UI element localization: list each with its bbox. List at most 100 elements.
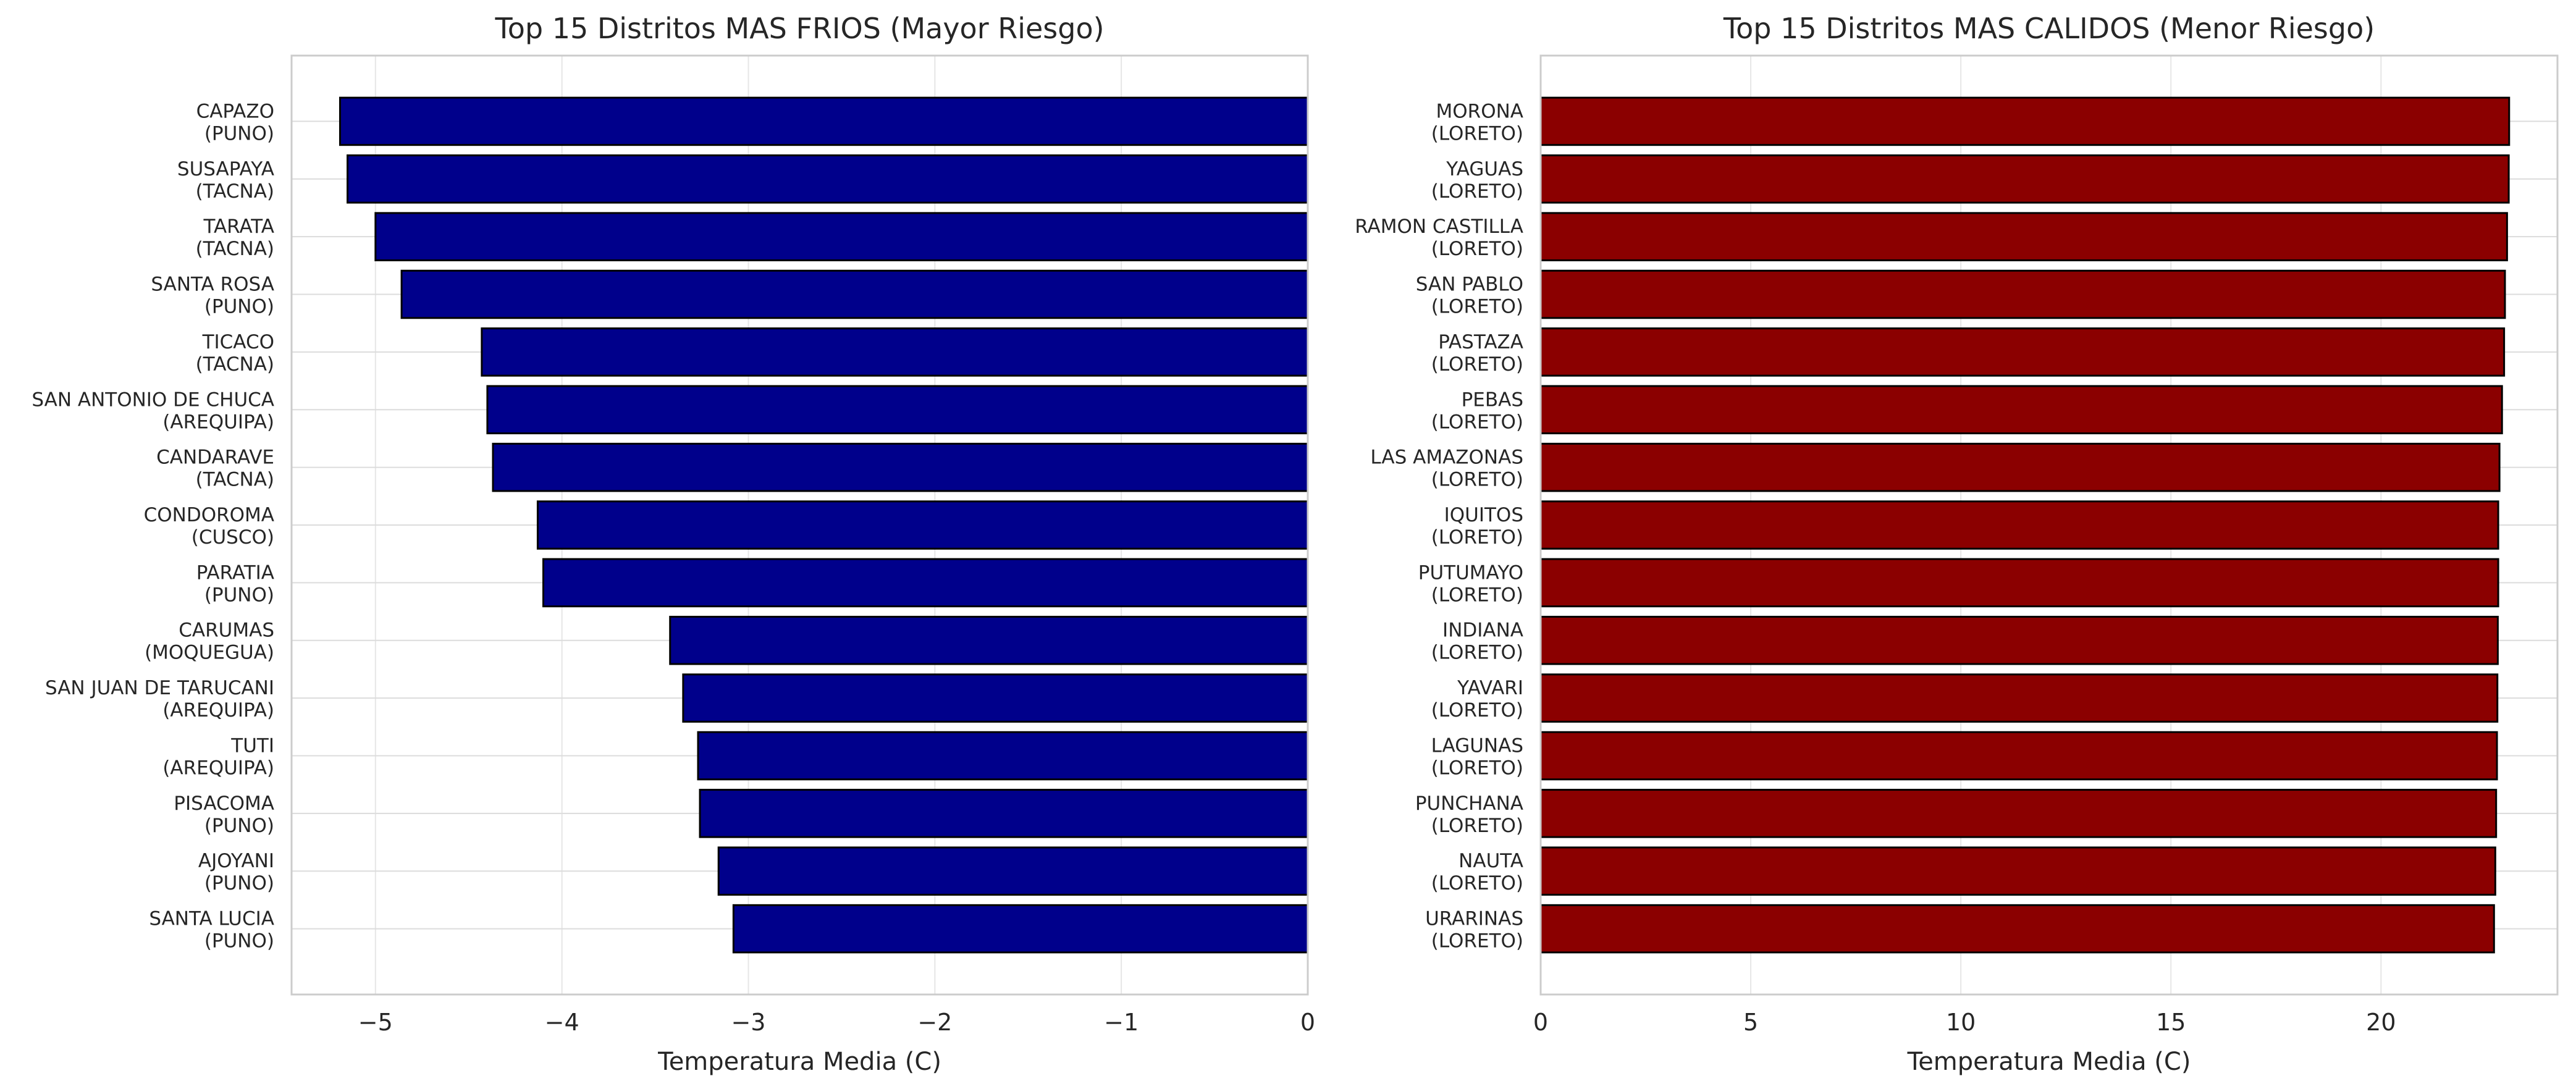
y-tick-label-district: TICACO xyxy=(202,331,274,353)
bar xyxy=(699,789,1309,838)
y-tick-label-region: (LORETO) xyxy=(1431,757,1523,779)
y-tick-label-region: (TACNA) xyxy=(196,469,274,491)
y-tick-label-region: (LORETO) xyxy=(1431,526,1523,549)
y-tick-label-district: AJOYANI xyxy=(198,850,274,872)
y-tick-label-region: (LORETO) xyxy=(1431,815,1523,837)
y-tick-label-region: (PUNO) xyxy=(204,815,274,837)
x-tick-label: −5 xyxy=(358,1009,393,1036)
y-tick-label-district: YAVARI xyxy=(1457,677,1523,699)
y-tick-label-district: SAN ANTONIO DE CHUCA xyxy=(32,389,274,411)
y-tick-label-district: CANDARAVE xyxy=(156,447,274,469)
y-tick-label-district: CONDOROMA xyxy=(144,504,274,526)
x-tick-label: 10 xyxy=(1946,1009,1976,1036)
y-tick-label-region: (LORETO) xyxy=(1431,353,1523,376)
y-tick-label-district: PASTAZA xyxy=(1438,331,1523,353)
chart-title: Top 15 Distritos MAS FRIOS (Mayor Riesgo… xyxy=(494,12,1104,45)
bar xyxy=(1539,904,2495,954)
y-tick-label-district: PEBAS xyxy=(1462,389,1523,411)
bar xyxy=(1539,789,2498,838)
y-tick-label-district: INDIANA xyxy=(1442,620,1523,642)
bar xyxy=(347,154,1309,204)
y-tick-label-region: (MOQUEGUA) xyxy=(145,642,274,664)
chart-title: Top 15 Distritos MAS CALIDOS (Menor Ries… xyxy=(1723,12,2375,45)
x-tick-label: −3 xyxy=(731,1009,765,1036)
bar xyxy=(481,327,1309,377)
y-tick-label-district: TARATA xyxy=(203,216,274,238)
bar xyxy=(1539,615,2499,665)
y-tick-label-district: LAGUNAS xyxy=(1431,734,1523,757)
y-tick-label-district: NAUTA xyxy=(1458,850,1523,872)
y-tick-label-region: (LORETO) xyxy=(1431,642,1523,664)
bar xyxy=(400,269,1309,319)
y-tick-label-region: (TACNA) xyxy=(196,238,274,260)
bar xyxy=(1539,558,2499,608)
bar xyxy=(1539,731,2498,781)
bar xyxy=(1539,269,2506,319)
y-tick-label-region: (TACNA) xyxy=(196,180,274,203)
y-tick-label-district: SAN PABLO xyxy=(1416,274,1523,296)
bar xyxy=(339,96,1309,146)
x-tick-label: 0 xyxy=(1300,1009,1315,1036)
y-tick-label-region: (LORETO) xyxy=(1431,180,1523,203)
y-tick-label-district: PUTUMAYO xyxy=(1418,561,1523,584)
y-tick-label-region: (LORETO) xyxy=(1431,122,1523,145)
bar xyxy=(697,731,1309,781)
x-tick-label: −2 xyxy=(917,1009,952,1036)
bar xyxy=(669,615,1309,665)
bar xyxy=(1539,442,2501,492)
axes-frame xyxy=(290,54,1309,996)
y-tick-label-district: CARUMAS xyxy=(179,620,274,642)
bar xyxy=(682,673,1309,723)
y-tick-label-district: LAS AMAZONAS xyxy=(1370,447,1523,469)
x-tick-label: 5 xyxy=(1743,1009,1758,1036)
bar xyxy=(1539,154,2510,204)
y-tick-label-region: (LORETO) xyxy=(1431,469,1523,491)
y-tick-label-district: SANTA LUCIA xyxy=(149,908,274,930)
bar xyxy=(1539,500,2499,550)
bar xyxy=(492,442,1309,492)
y-tick-label-region: (PUNO) xyxy=(204,296,274,318)
x-tick-label: −1 xyxy=(1104,1009,1139,1036)
y-tick-label-region: (TACNA) xyxy=(196,353,274,376)
y-tick-label-district: URARINAS xyxy=(1425,908,1523,930)
bar xyxy=(486,385,1309,435)
y-tick-label-region: (CUSCO) xyxy=(192,526,274,549)
axes-frame xyxy=(1539,54,2559,996)
y-tick-label-region: (LORETO) xyxy=(1431,699,1523,721)
x-axis-label: Temperatura Media (C) xyxy=(657,1048,941,1076)
y-tick-label-district: PUNCHANA xyxy=(1415,793,1523,815)
y-tick-label-region: (AREQUIPA) xyxy=(162,699,274,721)
bar xyxy=(374,212,1309,261)
y-tick-label-region: (LORETO) xyxy=(1431,584,1523,606)
y-tick-label-district: TUTI xyxy=(230,734,274,757)
y-tick-label-district: CAPAZO xyxy=(196,100,274,122)
y-tick-label-region: (LORETO) xyxy=(1431,411,1523,433)
bar xyxy=(1539,846,2496,896)
y-tick-label-district: PISACOMA xyxy=(174,793,274,815)
y-tick-label-district: YAGUAS xyxy=(1446,158,1523,180)
x-tick-label: −4 xyxy=(545,1009,579,1036)
panel-coldest: −5 −4 −3 −2 −1 0CAPAZO(PUNO)SUSAPAYA(TACNA)TA… xyxy=(32,12,1315,1076)
bar xyxy=(1539,327,2506,377)
y-tick-label-region: (PUNO) xyxy=(204,872,274,894)
y-tick-label-region: (LORETO) xyxy=(1431,930,1523,952)
y-tick-label-region: (PUNO) xyxy=(204,122,274,145)
bar xyxy=(732,904,1309,954)
bar xyxy=(1539,212,2508,261)
bar xyxy=(1539,96,2511,146)
y-tick-label-region: (LORETO) xyxy=(1431,238,1523,260)
y-tick-label-district: PARATIA xyxy=(196,561,274,584)
x-tick-label: 15 xyxy=(2156,1009,2186,1036)
x-tick-label: 20 xyxy=(2366,1009,2396,1036)
y-tick-label-region: (AREQUIPA) xyxy=(162,411,274,433)
bar xyxy=(1539,385,2503,435)
y-tick-label-region: (LORETO) xyxy=(1431,296,1523,318)
x-axis-label: Temperatura Media (C) xyxy=(1907,1048,2191,1076)
panel-warmest: 0 5 10 15 20MORONA(LORETO)YAGUAS(LORETO)RAMO… xyxy=(1355,12,2559,1076)
bar xyxy=(1539,673,2499,723)
y-tick-label-district: RAMON CASTILLA xyxy=(1355,216,1523,238)
bar xyxy=(542,558,1309,608)
y-tick-label-region: (AREQUIPA) xyxy=(162,757,274,779)
y-tick-label-district: MORONA xyxy=(1436,100,1523,122)
